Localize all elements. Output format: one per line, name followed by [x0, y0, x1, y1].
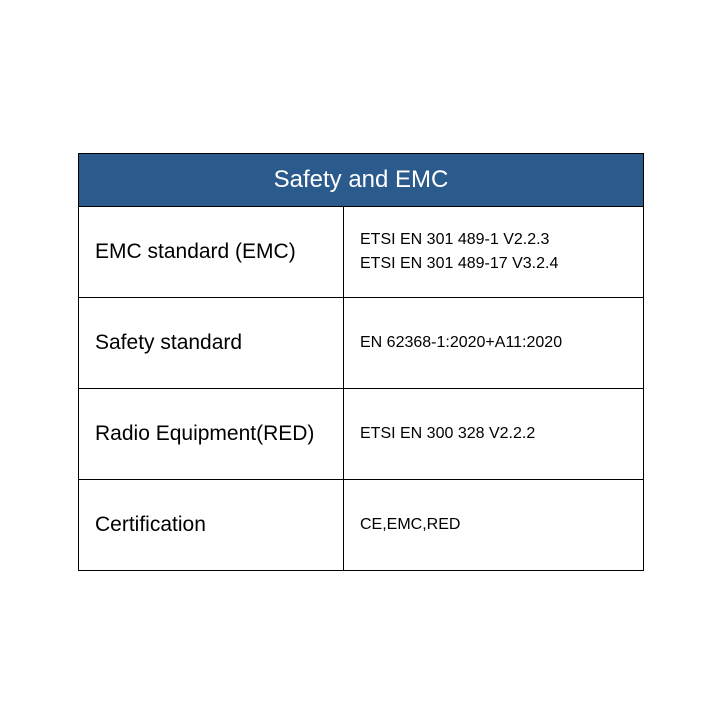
row-label: Safety standard [79, 298, 344, 388]
row-value: EN 62368-1:2020+A11:2020 [344, 298, 643, 388]
table-header: Safety and EMC [79, 154, 643, 206]
table-row: Radio Equipment(RED) ETSI EN 300 328 V2.… [79, 388, 643, 479]
row-value: ETSI EN 301 489-1 V2.2.3 ETSI EN 301 489… [344, 207, 643, 297]
table-title: Safety and EMC [274, 166, 449, 193]
table-row: EMC standard (EMC) ETSI EN 301 489-1 V2.… [79, 206, 643, 297]
row-label: EMC standard (EMC) [79, 207, 344, 297]
table-row: Safety standard EN 62368-1:2020+A11:2020 [79, 297, 643, 388]
value-line: ETSI EN 301 489-17 V3.2.4 [360, 252, 643, 276]
value-line: CE,EMC,RED [360, 513, 643, 537]
row-label: Certification [79, 480, 344, 570]
value-line: ETSI EN 300 328 V2.2.2 [360, 422, 643, 446]
safety-emc-table: Safety and EMC EMC standard (EMC) ETSI E… [78, 153, 644, 571]
row-value: ETSI EN 300 328 V2.2.2 [344, 389, 643, 479]
row-label: Radio Equipment(RED) [79, 389, 344, 479]
value-line: EN 62368-1:2020+A11:2020 [360, 331, 643, 355]
table-row: Certification CE,EMC,RED [79, 479, 643, 570]
row-value: CE,EMC,RED [344, 480, 643, 570]
value-line: ETSI EN 301 489-1 V2.2.3 [360, 228, 643, 252]
